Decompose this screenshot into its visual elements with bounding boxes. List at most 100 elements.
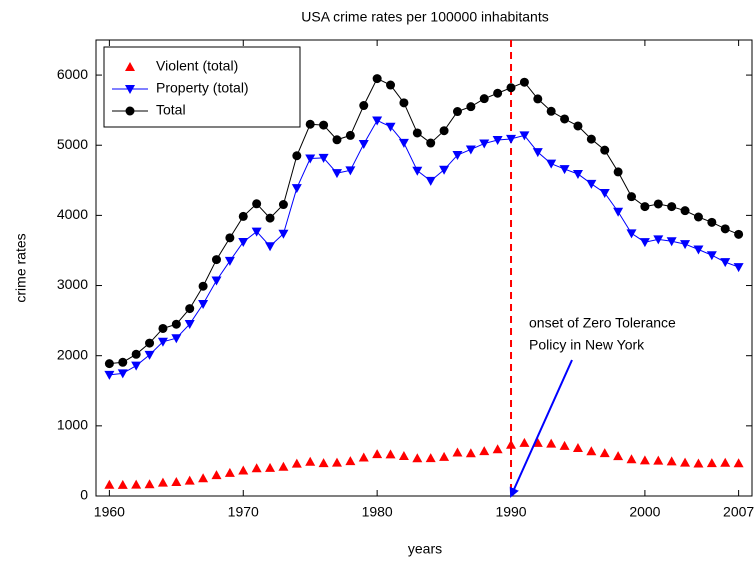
x-tick-label: 2000 [629, 504, 660, 520]
data-point [466, 102, 476, 112]
data-point [506, 83, 516, 93]
data-point [358, 140, 369, 150]
data-point [345, 130, 355, 140]
data-point [372, 449, 383, 459]
data-point [412, 166, 423, 176]
data-point [653, 455, 664, 465]
data-point [198, 299, 209, 309]
data-point [533, 94, 543, 104]
data-point [586, 179, 597, 189]
data-point [720, 258, 731, 268]
data-point [117, 369, 128, 379]
data-point [198, 473, 209, 483]
data-point [492, 444, 503, 454]
data-point [157, 337, 168, 347]
data-point [291, 458, 302, 468]
y-axis-label: crime rates [13, 233, 29, 302]
data-point [680, 206, 690, 216]
y-tick-label: 4000 [57, 206, 88, 222]
data-point [693, 212, 703, 222]
annotation-text: Policy in New York [529, 337, 645, 353]
y-tick-label: 1000 [57, 417, 88, 433]
data-point [573, 121, 583, 131]
data-point [425, 176, 436, 186]
data-point [158, 323, 168, 333]
data-point [600, 145, 610, 155]
data-point [372, 74, 382, 84]
data-point [532, 148, 543, 158]
data-point [331, 169, 342, 179]
data-point [706, 458, 717, 468]
data-point [331, 457, 342, 467]
data-point [145, 338, 155, 348]
x-axis-label: years [408, 541, 442, 557]
data-point [439, 451, 450, 461]
data-point [506, 439, 517, 449]
data-point [345, 456, 356, 466]
data-point [278, 461, 289, 471]
data-point [519, 77, 529, 87]
data-point [291, 184, 302, 194]
data-point [171, 334, 182, 344]
data-point [546, 159, 557, 169]
data-point [452, 107, 462, 117]
data-point [399, 98, 409, 108]
data-point [733, 458, 744, 468]
x-tick-label: 1990 [495, 504, 526, 520]
data-point [639, 455, 650, 465]
data-point [733, 263, 744, 273]
data-point [398, 138, 409, 148]
data-point [238, 237, 249, 247]
data-point [171, 319, 181, 329]
data-point [572, 169, 583, 179]
data-point [680, 240, 691, 250]
data-point [412, 453, 423, 463]
data-point [613, 451, 624, 461]
data-point [667, 202, 677, 212]
data-point [318, 153, 329, 163]
data-point [104, 359, 114, 369]
data-point [144, 350, 155, 360]
data-point [305, 119, 315, 129]
data-point [479, 139, 490, 149]
data-point [358, 452, 369, 462]
data-point [492, 135, 503, 145]
legend-symbol [125, 62, 135, 71]
data-point [559, 165, 570, 175]
data-point [560, 114, 570, 124]
data-point [653, 199, 663, 209]
data-point [479, 94, 489, 104]
legend-symbol [125, 85, 135, 94]
data-point [546, 438, 557, 448]
data-point [639, 238, 650, 248]
data-point [251, 227, 262, 237]
x-tick-label: 1980 [362, 504, 393, 520]
legend-label: Violent (total) [156, 58, 238, 74]
data-point [479, 446, 490, 456]
data-point [559, 440, 570, 450]
data-point [519, 131, 530, 141]
data-point [386, 80, 396, 90]
data-point [706, 251, 717, 261]
data-point [265, 242, 276, 252]
data-point [211, 276, 222, 286]
data-point [225, 233, 235, 243]
annotation-arrow [509, 359, 573, 498]
data-point [465, 145, 476, 155]
data-point [198, 281, 208, 291]
data-point [104, 370, 115, 380]
data-point [318, 458, 329, 468]
legend-label: Total [156, 102, 186, 118]
data-point [707, 217, 717, 227]
data-point [666, 237, 677, 247]
data-point [439, 126, 449, 136]
data-point [171, 476, 182, 486]
data-point [224, 467, 235, 477]
data-point [305, 154, 316, 164]
y-tick-label: 2000 [57, 346, 88, 362]
data-point [627, 192, 637, 202]
data-point [131, 361, 142, 371]
annotation-text: onset of Zero Tolerance [529, 315, 676, 331]
data-point [613, 167, 623, 177]
series-line [109, 119, 739, 376]
